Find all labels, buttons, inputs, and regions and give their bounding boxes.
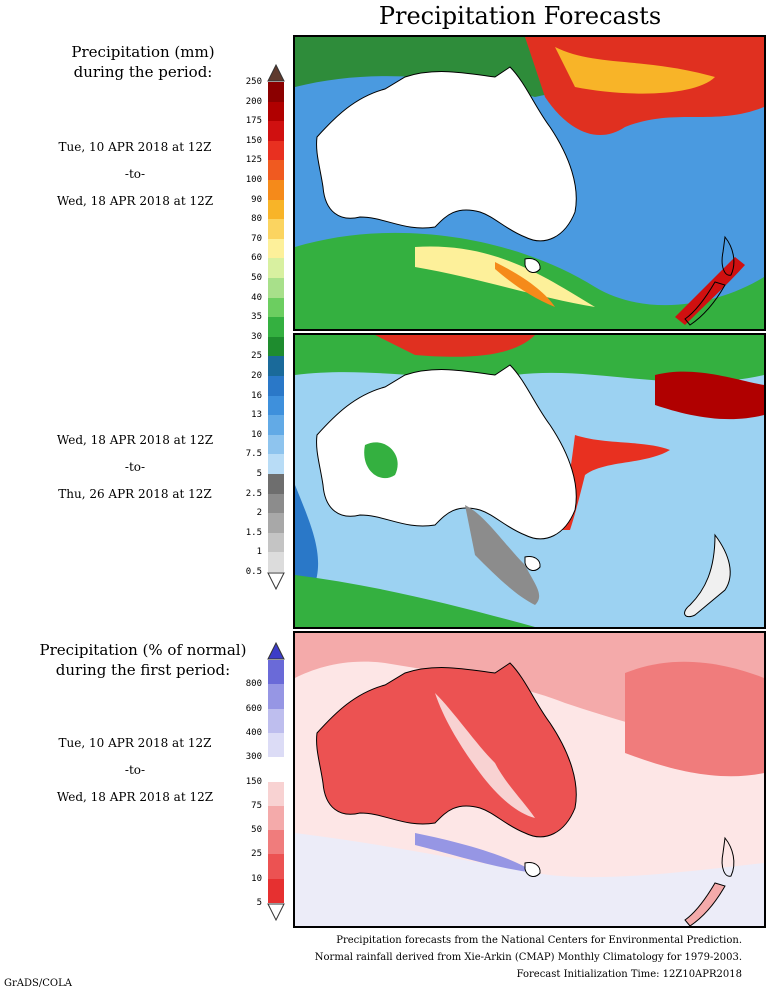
mm-colorbar-tick-label: 0.5 xyxy=(245,567,262,577)
mm-colorbar-tick-label: 13 xyxy=(251,410,262,421)
mm-colorbar-tick-label: 40 xyxy=(251,292,262,303)
mm-colorbar-tick-label: 250 xyxy=(245,77,262,87)
pct-header: Precipitation (% of normal) during the f… xyxy=(0,640,286,680)
pct-colorbar-segment xyxy=(268,660,284,685)
pct-colorbar-tick-label: 50 xyxy=(251,825,262,836)
mm-colorbar-segment xyxy=(268,454,284,474)
pct-colorbar-tick-label: 10 xyxy=(251,873,262,884)
pct-colorbar-bottom-arrow xyxy=(267,903,285,921)
mm-colorbar-tick-label: 2 xyxy=(256,508,262,519)
forecast-map-period1 xyxy=(293,35,766,331)
mm-colorbar-tick-label: 35 xyxy=(251,312,262,323)
mm-colorbar-segment xyxy=(268,297,284,318)
mm-colorbar-tick-label: 10 xyxy=(251,429,262,440)
mm-colorbar-tick-label: 5 xyxy=(256,469,262,479)
pct-period-end: Wed, 18 APR 2018 at 12Z xyxy=(56,790,214,804)
pct-colorbar-segment xyxy=(268,878,284,903)
mm-colorbar-segment xyxy=(268,532,284,553)
mm-colorbar-segment xyxy=(268,219,284,239)
pct-colorbar-tick-label: 75 xyxy=(251,800,262,811)
mm-colorbar-segment xyxy=(268,121,284,141)
mm-colorbar-tick-label: 30 xyxy=(251,331,262,342)
period1-start: Tue, 10 APR 2018 at 12Z xyxy=(58,140,212,154)
mm-header: Precipitation (mm) during the period: xyxy=(0,42,286,82)
mm-colorbar-segment xyxy=(268,238,284,259)
mm-colorbar-segment xyxy=(268,376,284,396)
mm-colorbar-segment xyxy=(268,336,284,357)
pct-colorbar-tick-label: 600 xyxy=(245,703,262,714)
forecast-map-period2 xyxy=(293,333,766,629)
mm-colorbar-tick-label: 200 xyxy=(245,96,262,107)
pct-colorbar-segment xyxy=(268,708,284,733)
pct-period-to: -to- xyxy=(124,763,146,777)
pct-colorbar-segment xyxy=(268,732,284,758)
credit: GrADS/COLA xyxy=(4,978,72,989)
pct-header-line2: during the first period: xyxy=(55,661,231,679)
mm-colorbar-top-arrow xyxy=(267,64,285,82)
pct-colorbar-segment xyxy=(268,757,284,782)
mm-colorbar-tick-label: 125 xyxy=(245,155,262,166)
mm-colorbar-tick-label: 60 xyxy=(251,253,262,264)
mm-colorbar-segment xyxy=(268,258,284,278)
mm-colorbar-bottom-arrow xyxy=(267,572,285,590)
pct-colorbar-tick-label: 25 xyxy=(251,849,262,860)
mm-colorbar-tick-label: 7.5 xyxy=(245,449,262,460)
mm-colorbar-tick-label: 20 xyxy=(251,371,262,381)
mm-colorbar-segment xyxy=(268,317,284,337)
period1-end: Wed, 18 APR 2018 at 12Z xyxy=(56,194,214,208)
mm-colorbar-segment xyxy=(268,552,284,572)
mm-colorbar-segment xyxy=(268,434,284,455)
mm-colorbar-tick-label: 2.5 xyxy=(245,488,262,499)
mm-colorbar-segment xyxy=(268,415,284,435)
mm-colorbar-segment xyxy=(268,140,284,161)
mm-colorbar-tick-label: 80 xyxy=(251,214,262,225)
mm-colorbar-segment xyxy=(268,493,284,514)
pct-colorbar-segment xyxy=(268,684,284,709)
pct-colorbar-tick-label: 300 xyxy=(245,752,262,763)
period2-to: -to- xyxy=(124,460,146,474)
pct-colorbar-tick-label: 800 xyxy=(245,679,262,690)
pct-period-start: Tue, 10 APR 2018 at 12Z xyxy=(58,736,212,750)
mm-colorbar-tick-label: 70 xyxy=(251,233,262,244)
period1-to: -to- xyxy=(124,167,146,181)
mm-colorbar-segment xyxy=(268,101,284,122)
period2-start: Wed, 18 APR 2018 at 12Z xyxy=(56,433,214,447)
pct-colorbar-tick-label: 150 xyxy=(245,776,262,787)
mm-header-line1: Precipitation (mm) xyxy=(71,43,215,61)
pct-colorbar-segment xyxy=(268,854,284,879)
percent-of-normal-map xyxy=(293,631,766,928)
period2-end: Thu, 26 APR 2018 at 12Z xyxy=(58,487,212,501)
pct-colorbar-segment xyxy=(268,805,284,831)
footer-line2: Normal rainfall derived from Xie-Arkin (… xyxy=(314,952,742,963)
mm-colorbar-tick-label: 25 xyxy=(251,351,262,362)
pct-header-line1: Precipitation (% of normal) xyxy=(39,641,247,659)
pct-colorbar-tick-label: 400 xyxy=(245,727,262,738)
mm-colorbar-tick-label: 150 xyxy=(245,135,262,146)
mm-colorbar-tick-label: 16 xyxy=(251,390,262,401)
mm-colorbar-segment xyxy=(268,395,284,416)
mm-colorbar-segment xyxy=(268,513,284,533)
footer-line3: Forecast Initialization Time: 12Z10APR20… xyxy=(516,969,742,980)
mm-colorbar-segment xyxy=(268,199,284,220)
mm-colorbar-tick-label: 175 xyxy=(245,116,262,127)
mm-header-line2: during the period: xyxy=(73,63,213,81)
mm-colorbar-segment xyxy=(268,356,284,376)
mm-colorbar-tick-label: 90 xyxy=(251,194,262,205)
mm-colorbar-segment xyxy=(268,474,284,494)
pct-colorbar-segment xyxy=(268,830,284,855)
mm-colorbar-tick-label: 1 xyxy=(256,547,262,558)
mm-colorbar-tick-label: 1.5 xyxy=(245,527,262,538)
mm-colorbar-segment xyxy=(268,82,284,102)
pct-colorbar-top-arrow xyxy=(267,642,285,660)
mm-colorbar-segment xyxy=(268,278,284,298)
mm-colorbar-tick-label: 50 xyxy=(251,273,262,283)
pct-colorbar-segment xyxy=(268,781,284,806)
footer-line1: Precipitation forecasts from the Nationa… xyxy=(336,935,742,946)
mm-colorbar-segment xyxy=(268,180,284,200)
mm-colorbar-tick-label: 100 xyxy=(245,175,262,185)
pct-colorbar-tick-label: 5 xyxy=(256,898,262,908)
mm-colorbar-segment xyxy=(268,160,284,180)
page-title: Precipitation Forecasts xyxy=(378,2,662,30)
